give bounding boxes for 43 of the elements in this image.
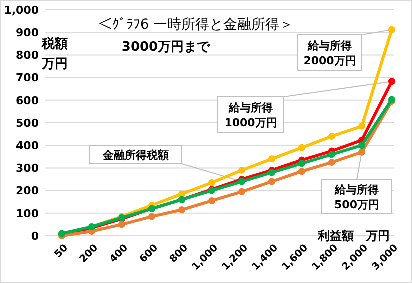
- y-tick-label: 0: [31, 230, 40, 243]
- point: [208, 197, 216, 204]
- point: [118, 221, 126, 228]
- y-tick-label: 900: [16, 26, 40, 40]
- point: [238, 166, 246, 174]
- point: [388, 78, 396, 86]
- point: [328, 159, 336, 166]
- x-tick-label: 50: [52, 242, 71, 260]
- y-tick-label: 200: [16, 184, 40, 198]
- y-tick-label: 600: [16, 94, 40, 108]
- series-label: 給与所得 500万円: [334, 183, 380, 212]
- point: [178, 206, 186, 214]
- point: [328, 151, 336, 158]
- point: [358, 148, 366, 156]
- point: [358, 122, 366, 130]
- y-tick-label: 300: [16, 162, 40, 176]
- text: 給与所得 2000万円: [304, 39, 356, 68]
- point: [208, 179, 216, 186]
- point: [298, 168, 306, 176]
- y-tick-label: 100: [16, 207, 40, 220]
- text: 給与所得 1000万円: [224, 101, 278, 130]
- point: [298, 144, 306, 152]
- y-tick-label: 700: [16, 72, 40, 85]
- point: [268, 156, 276, 163]
- y-tick-label: 500: [16, 116, 40, 130]
- point: [298, 160, 306, 168]
- text: ＜ｸﾞﾗﾌ6 一時所得と金融所得＞: [98, 17, 294, 33]
- y-tick-label: 400: [16, 139, 40, 152]
- point: [178, 190, 186, 198]
- y-tick-label: 800: [16, 49, 40, 62]
- text: 金融所得税額: [102, 148, 169, 162]
- point: [328, 133, 336, 140]
- x-axis-title: 利益額 万円: [317, 229, 390, 243]
- point: [358, 142, 366, 150]
- point: [238, 178, 246, 186]
- point: [268, 169, 276, 176]
- y-axis-title: 税額万円: [41, 36, 68, 72]
- point: [148, 213, 156, 220]
- text: 3000万円まで: [122, 40, 212, 55]
- y-tick-label: 1,000: [4, 4, 40, 17]
- point: [388, 26, 396, 34]
- point: [268, 178, 276, 186]
- point: [238, 188, 246, 196]
